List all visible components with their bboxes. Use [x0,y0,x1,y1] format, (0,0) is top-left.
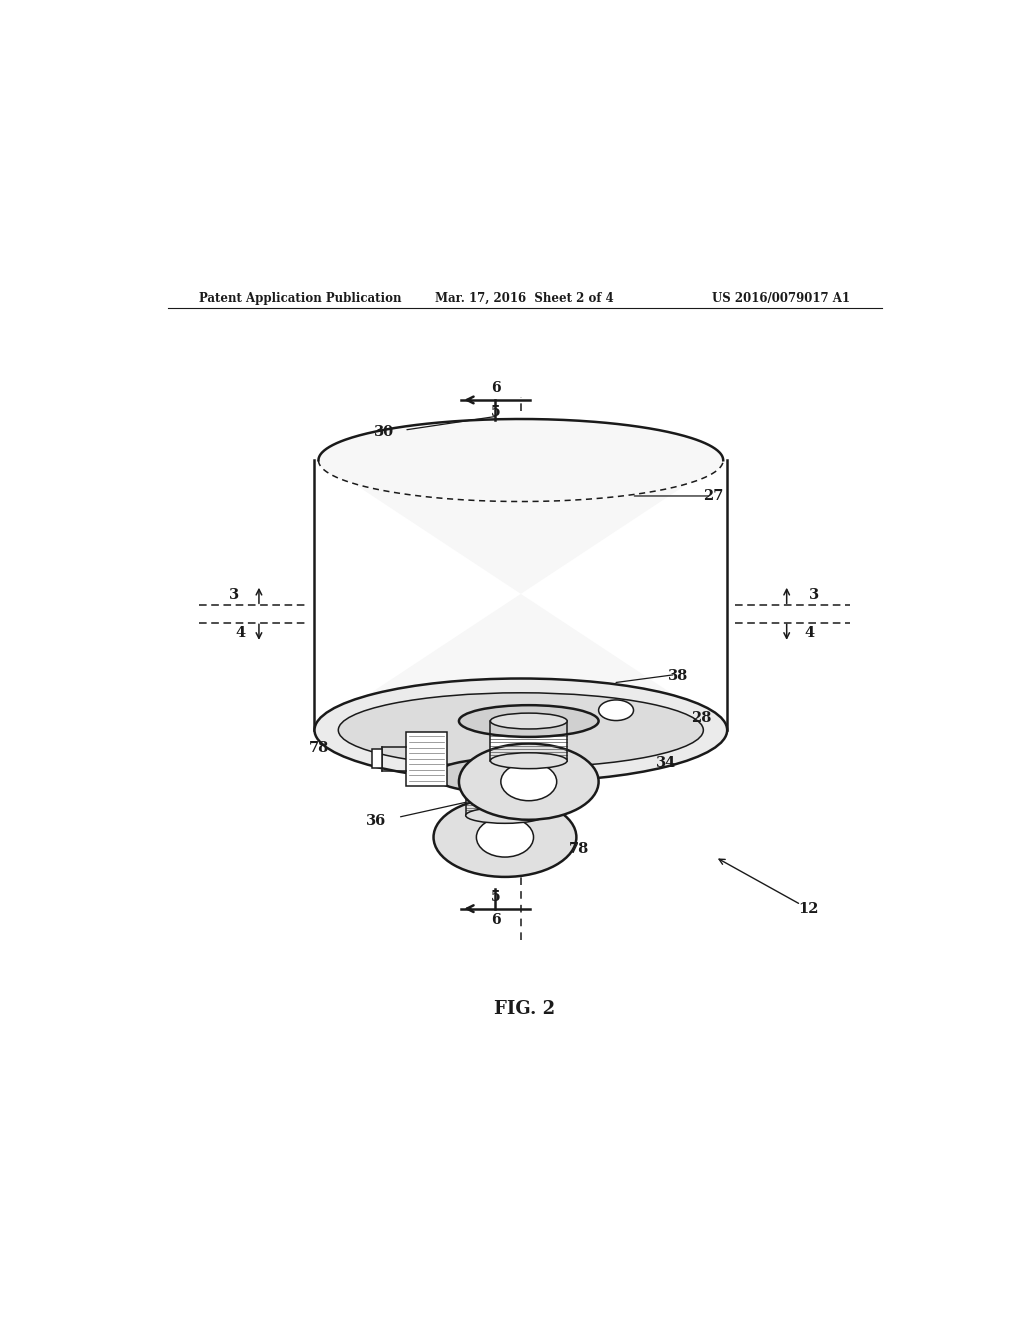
Text: 38: 38 [668,669,688,684]
Ellipse shape [314,678,727,781]
Text: US 2016/0079017 A1: US 2016/0079017 A1 [712,292,850,305]
Text: 5: 5 [490,890,501,904]
Ellipse shape [490,713,567,729]
Text: 36: 36 [367,814,386,829]
Ellipse shape [599,700,634,721]
Ellipse shape [459,705,599,737]
Text: 34: 34 [655,756,676,771]
Ellipse shape [501,763,557,801]
Text: 78: 78 [309,741,329,755]
Polygon shape [314,418,727,781]
Ellipse shape [318,418,723,502]
Ellipse shape [459,743,599,820]
Text: 30: 30 [374,425,394,440]
Bar [490,721,567,760]
Text: 6: 6 [490,381,501,395]
Ellipse shape [338,693,703,767]
Text: 5: 5 [490,405,501,418]
Text: 3: 3 [809,589,819,602]
Ellipse shape [476,817,534,857]
Text: 4: 4 [804,626,814,640]
Ellipse shape [433,758,577,793]
Text: 28: 28 [691,711,712,725]
Ellipse shape [466,768,544,784]
Text: FIG. 2: FIG. 2 [495,1001,555,1019]
Ellipse shape [433,797,577,876]
Text: 4: 4 [236,626,246,640]
Text: 3: 3 [229,589,240,602]
Bar [466,776,544,816]
Text: Mar. 17, 2016  Sheet 2 of 4: Mar. 17, 2016 Sheet 2 of 4 [435,292,614,305]
Ellipse shape [466,808,544,824]
Text: 12: 12 [799,902,819,916]
Bar [406,731,447,785]
Text: 27: 27 [703,488,724,503]
Ellipse shape [490,752,567,768]
Text: 6: 6 [490,913,501,928]
Text: Patent Application Publication: Patent Application Publication [200,292,402,305]
Bar [373,748,382,768]
Text: 78: 78 [568,842,589,857]
